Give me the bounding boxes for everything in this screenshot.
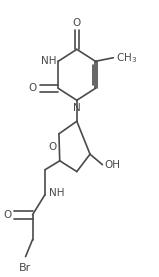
Text: NH: NH <box>41 56 57 66</box>
Text: O: O <box>3 210 12 220</box>
Text: O: O <box>48 142 57 152</box>
Text: CH$_3$: CH$_3$ <box>116 51 138 65</box>
Text: O: O <box>28 83 36 93</box>
Text: O: O <box>73 18 81 28</box>
Text: N: N <box>73 103 81 113</box>
Text: NH: NH <box>49 188 64 198</box>
Text: OH: OH <box>104 160 120 170</box>
Text: Br: Br <box>19 263 31 273</box>
